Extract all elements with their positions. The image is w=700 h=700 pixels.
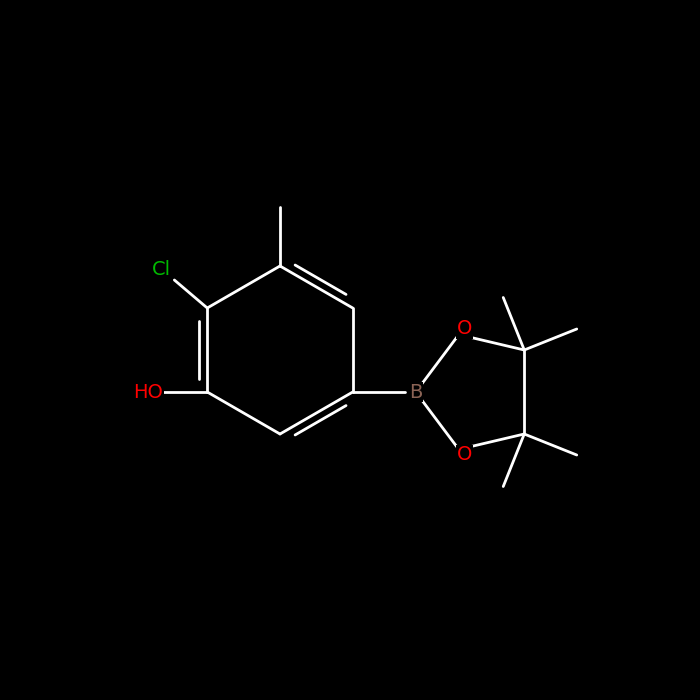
Text: O: O [457, 445, 473, 465]
Text: Cl: Cl [152, 260, 172, 279]
Text: HO: HO [133, 382, 162, 402]
Text: B: B [409, 382, 422, 402]
Text: O: O [457, 319, 473, 339]
